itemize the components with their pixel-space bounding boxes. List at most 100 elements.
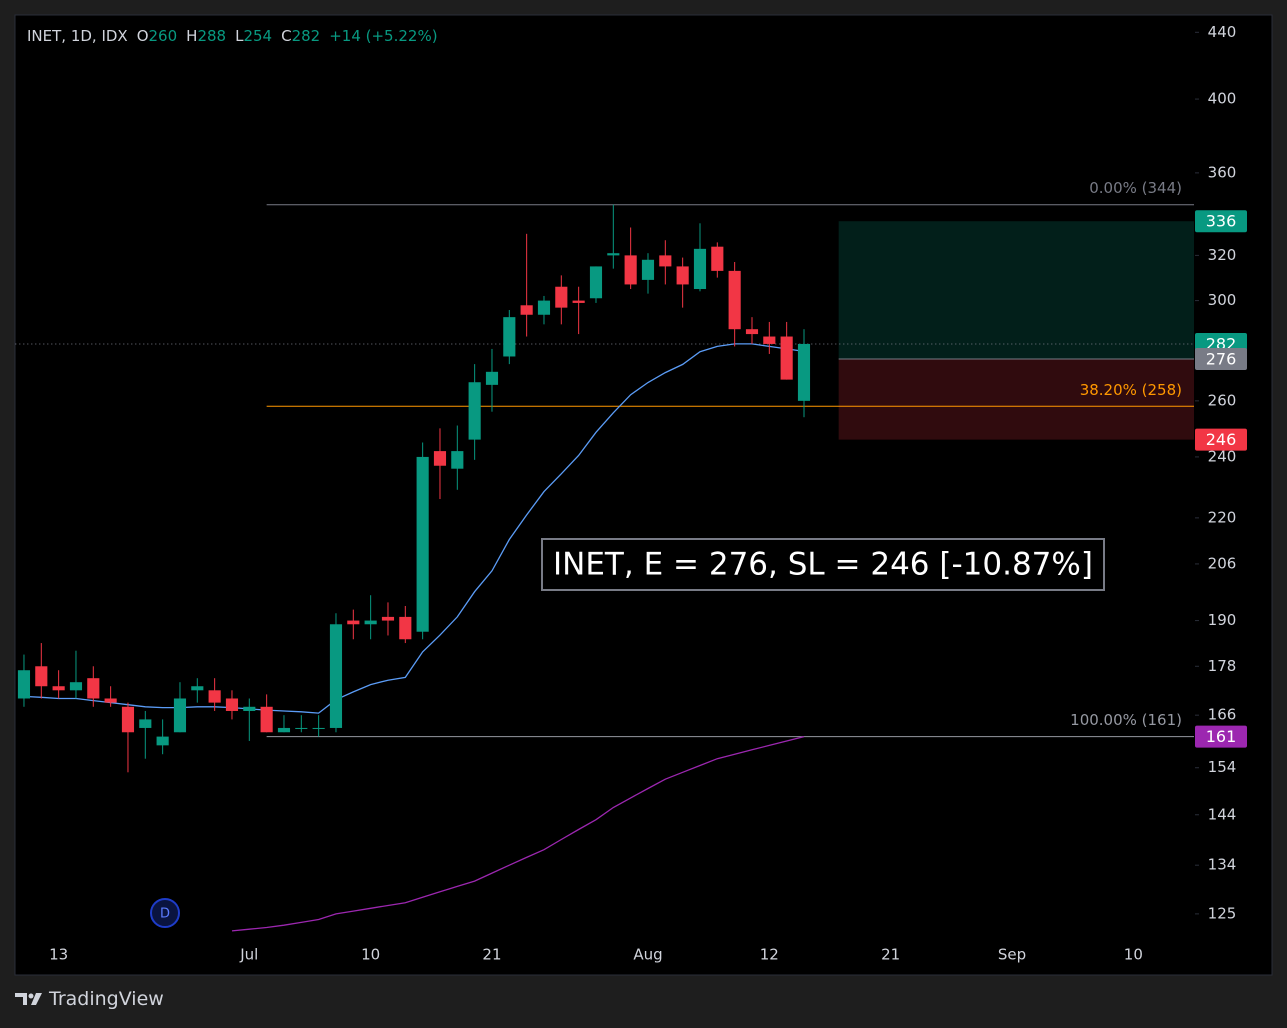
candle-body [797, 343, 811, 401]
dividend-letter: D [160, 907, 170, 922]
y-tick-label: 440 [1208, 23, 1237, 41]
candle-body [173, 698, 187, 733]
candle-body [295, 727, 308, 729]
ohlc-letter: C [281, 27, 292, 45]
y-tick-label: 154 [1208, 758, 1237, 776]
ohlc-value: 282 [291, 27, 321, 45]
annotation-text: INET, E = 276, SL = 246 [-10.87%] [553, 547, 1093, 583]
candle-body [399, 616, 412, 640]
candle-body [520, 305, 533, 315]
x-tick-label: Aug [633, 946, 662, 964]
candle-body [329, 624, 343, 728]
candle-body [225, 698, 239, 711]
y-tick-label: 360 [1208, 163, 1237, 181]
dividend-icon [150, 898, 180, 928]
y-tick-label: 144 [1208, 805, 1237, 823]
ohlc-letter: O [136, 27, 149, 45]
candle-body [676, 266, 689, 285]
candle-body [555, 286, 568, 308]
candle-body [711, 246, 724, 271]
y-tick-label: 178 [1208, 657, 1237, 675]
moving-average [23, 343, 805, 714]
ohlc-value: 260 [148, 27, 178, 45]
price-tag-label: 246 [1206, 430, 1237, 449]
candle-body [728, 270, 741, 330]
candle-body [451, 451, 464, 469]
price-tag-label: 161 [1206, 727, 1237, 746]
y-tick-label: 260 [1208, 391, 1237, 409]
candle-body [572, 300, 585, 303]
candle-body [433, 451, 447, 466]
x-tick-label: 13 [49, 946, 68, 964]
candle-body [104, 698, 117, 703]
candle-body [191, 686, 204, 691]
candle-body [659, 255, 672, 267]
candle-body [52, 686, 65, 691]
candle-body [503, 317, 516, 357]
y-tick-label: 320 [1208, 246, 1237, 264]
x-tick-label: 12 [760, 946, 779, 964]
target-zone [838, 221, 1194, 360]
moving-average [231, 735, 805, 932]
legend-header: INET, 1D, IDX O 260 H 288 L 254 C 282 +14 (+… [27, 27, 438, 45]
price-tag [1195, 725, 1247, 748]
candle-body [763, 336, 776, 344]
change: +14 (+5.22%) [329, 27, 438, 45]
fib-label: 100.00% (161) [1070, 711, 1182, 729]
candle-body [641, 259, 655, 280]
candle-body [381, 616, 395, 621]
candle-body [624, 255, 637, 285]
candle-body [121, 706, 135, 733]
candle-body [87, 678, 100, 699]
y-tick-label: 166 [1208, 706, 1237, 724]
x-tick-label: 21 [482, 946, 501, 964]
candle-body [589, 266, 603, 299]
candle-body [693, 248, 707, 290]
candle-body [156, 736, 169, 746]
fib-label: 0.00% (344) [1089, 179, 1182, 197]
candle-body [468, 382, 481, 440]
y-tick-label: 220 [1208, 508, 1237, 526]
candle-body [260, 706, 273, 733]
candle-body [312, 727, 325, 729]
ohlc-letter: L [235, 27, 244, 45]
candle-body [607, 253, 620, 256]
x-tick-label: Jul [239, 946, 258, 964]
price-tag [1195, 210, 1247, 233]
ohlc-value: 254 [243, 27, 273, 45]
candle-body [537, 300, 551, 315]
price-tag-label: 336 [1206, 212, 1237, 231]
x-tick-label: 10 [361, 946, 380, 964]
candle-body [139, 719, 152, 728]
y-tick-label: 125 [1208, 904, 1237, 922]
price-tag [1195, 348, 1247, 371]
candle-body [416, 456, 429, 632]
candle-body [277, 727, 291, 733]
chart-layer: 125 134 144 154 166 178 190 206 220 240 260 300 320 3… [15, 23, 1247, 964]
chart-panel [14, 14, 1273, 976]
price-tag-label: 276 [1206, 350, 1237, 369]
brand-icon [15, 993, 42, 1005]
fib-label: 38.20% (258) [1080, 381, 1182, 399]
ohlc-letter: H [186, 27, 198, 45]
candle-body [17, 670, 31, 699]
candle-body [780, 336, 793, 380]
x-tick-label: 10 [1124, 946, 1143, 964]
stop-zone [838, 359, 1194, 440]
price-tag [1195, 428, 1247, 451]
ohlc-value: 288 [197, 27, 227, 45]
brand-logo[interactable]: TradingView [15, 988, 164, 1010]
x-tick-label: 21 [881, 946, 900, 964]
y-tick-label: 400 [1208, 90, 1237, 108]
annotation: INET, E = 276, SL = 246 [-10.87%] [541, 538, 1105, 591]
annotation-box [541, 538, 1105, 591]
x-tick-label: Sep [998, 946, 1026, 964]
candle-body [364, 620, 377, 625]
symbol: INET, 1D, IDX [27, 27, 128, 45]
y-tick-label: 206 [1208, 554, 1237, 572]
brand-name: TradingView [49, 988, 164, 1010]
candle-body [243, 706, 256, 711]
candle-body [745, 329, 759, 335]
